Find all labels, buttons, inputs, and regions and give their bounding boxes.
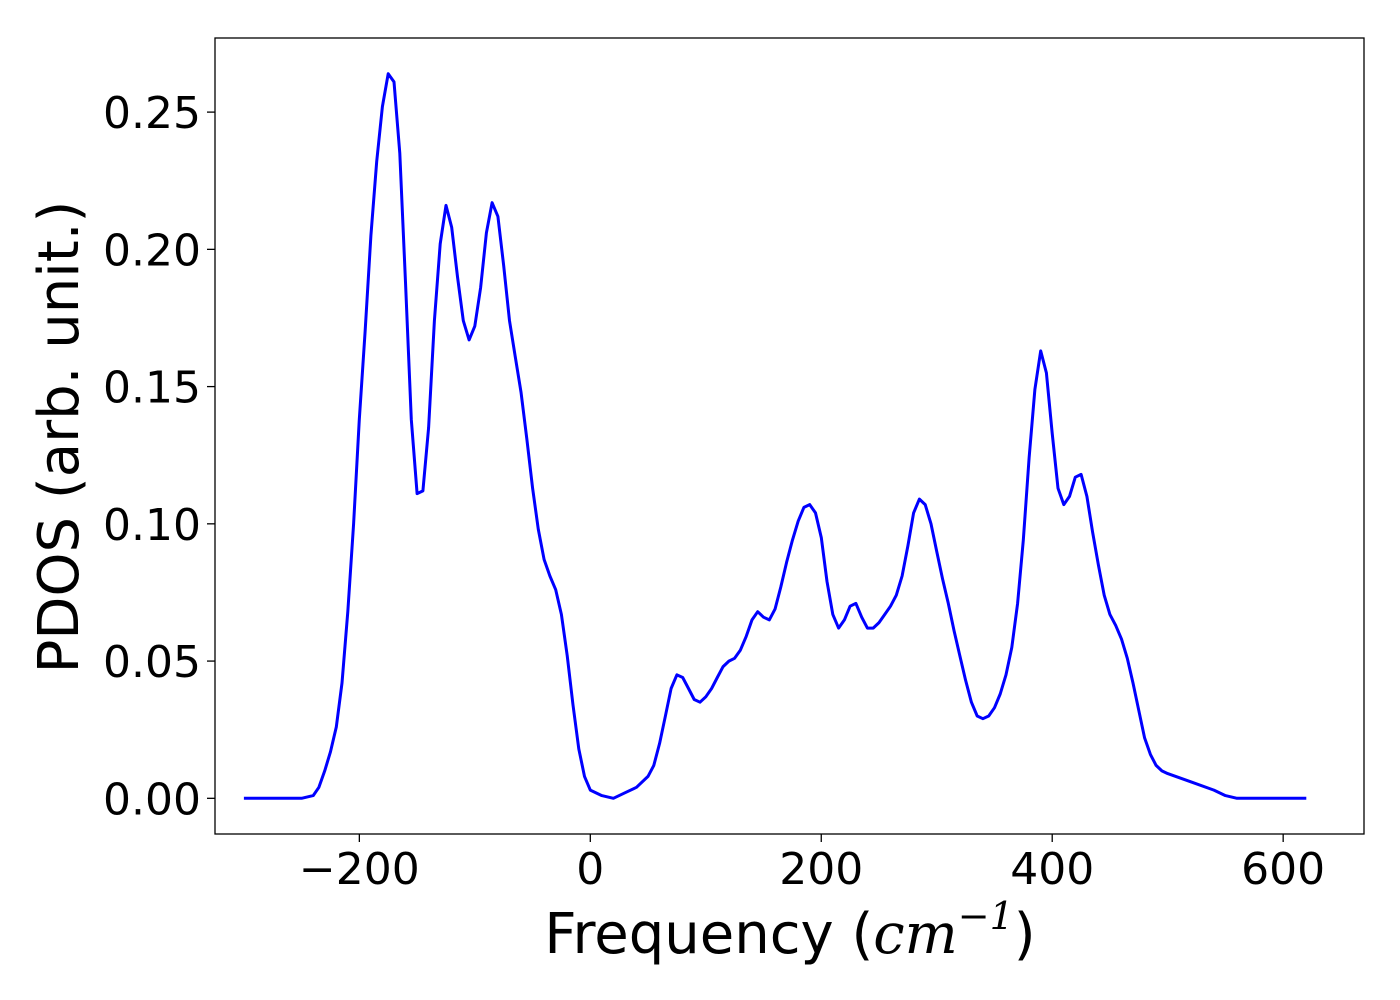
x-axis-label-suffix: ) — [1014, 902, 1036, 967]
y-axis-label: PDOS (arb. unit.) — [27, 201, 92, 674]
plot-background — [215, 38, 1364, 834]
plot-marks — [243, 72, 1307, 800]
y-tick-label: 0.20 — [103, 225, 201, 276]
y-tick-label: 0.05 — [103, 637, 201, 688]
plot-frame — [214, 37, 1365, 835]
x-axis-label-unit: cm — [873, 902, 957, 967]
x-axis-ticks: −200 0 200 400 600 — [299, 834, 1325, 895]
x-tick-label: 400 — [1010, 844, 1094, 895]
series-line-0 — [243, 72, 1307, 800]
x-axis-label-exponent: −1 — [958, 894, 1014, 938]
x-tick-label: 200 — [779, 844, 863, 895]
x-tick-label: −200 — [299, 844, 420, 895]
x-axis-label-prefix: Frequency ( — [544, 902, 873, 967]
y-tick-label: 0.10 — [103, 500, 201, 551]
y-tick-label: 0.25 — [103, 88, 201, 139]
x-tick-label: 0 — [576, 844, 604, 895]
y-tick-label: 0.00 — [103, 774, 201, 825]
y-tick-label: 0.15 — [103, 363, 201, 414]
y-axis-ticks: 0.00 0.05 0.10 0.15 0.20 0.25 — [103, 88, 215, 825]
x-axis-label: Frequency (cm−1) — [544, 894, 1035, 967]
x-tick-label: 600 — [1241, 844, 1325, 895]
